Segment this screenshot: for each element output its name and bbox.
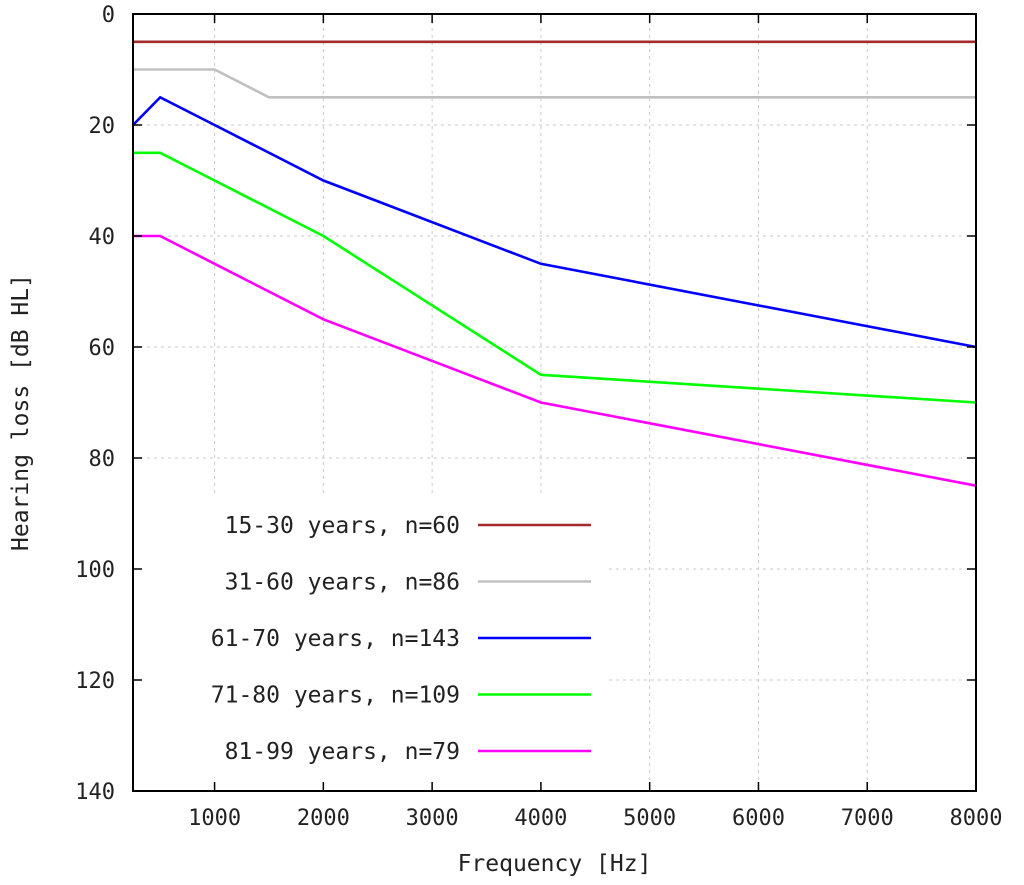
legend-label: 15-30 years, n=60 xyxy=(225,513,460,539)
y-axis-label: Hearing loss [dB HL] xyxy=(8,274,34,551)
series-line-3 xyxy=(132,95,977,349)
series-line-5 xyxy=(133,234,977,487)
y-tick-label: 20 xyxy=(89,114,116,139)
x-tick-label: 7000 xyxy=(841,806,894,831)
x-tick-label: 8000 xyxy=(950,806,1003,831)
legend-box xyxy=(135,494,605,791)
x-tick-label: 6000 xyxy=(732,806,785,831)
legend-background xyxy=(135,494,605,791)
series-group xyxy=(132,40,977,487)
x-tick-labels: 1000 2000 3000 4000 5000 6000 7000 8000 xyxy=(188,806,1002,831)
axis-ticks xyxy=(133,13,977,792)
y-tick-label: 120 xyxy=(75,669,115,694)
y-tick-label: 60 xyxy=(89,336,116,361)
y-tick-labels: 0 20 40 60 80 100 120 140 xyxy=(75,3,115,805)
x-tick-label: 2000 xyxy=(297,806,350,831)
y-tick-label: 0 xyxy=(102,3,115,28)
legend-label: 61-70 years, n=143 xyxy=(211,626,460,652)
x-axis-label: Frequency [Hz] xyxy=(458,851,652,877)
x-tick-label: 3000 xyxy=(406,806,459,831)
plot-frame xyxy=(132,13,977,792)
x-tick-label: 5000 xyxy=(623,806,676,831)
series-line-2 xyxy=(133,68,976,99)
x-tick-label: 4000 xyxy=(514,806,567,831)
x-tick-label: 1000 xyxy=(188,806,241,831)
legend-label: 81-99 years, n=79 xyxy=(225,739,460,765)
y-tick-label: 140 xyxy=(75,780,115,805)
series-line-4 xyxy=(133,151,977,404)
y-tick-label: 40 xyxy=(89,225,116,250)
y-tick-label: 80 xyxy=(89,447,116,472)
legend-label: 71-80 years, n=109 xyxy=(211,683,460,709)
y-tick-label: 100 xyxy=(75,558,115,583)
legend-label: 31-60 years, n=86 xyxy=(225,570,460,596)
legend: 15-30 years, n=60 31-60 years, n=86 61-70 … xyxy=(211,513,591,765)
